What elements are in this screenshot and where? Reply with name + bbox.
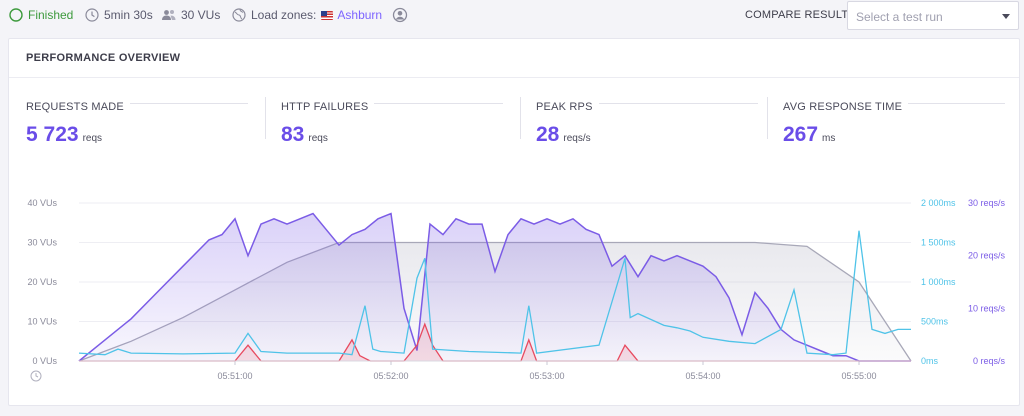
metric-divider [281, 103, 503, 104]
y-right-rps-tick-label: 20 reqs/s [968, 251, 1006, 261]
compare-select-placeholder: Select a test run [856, 10, 943, 24]
rps-line [78, 212, 911, 362]
y-left-tick-label: 30 VUs [27, 238, 57, 248]
time-axis-clock-icon [30, 370, 42, 382]
chevron-down-icon [1002, 14, 1010, 19]
status-finished: Finished [8, 7, 73, 23]
y-right-ms-tick-label: 1 000ms [921, 277, 956, 287]
metric-value-row: 28 reqs/s [536, 123, 758, 147]
users-icon [161, 7, 177, 23]
y-right-ms-tick-label: 500ms [921, 317, 949, 327]
x-tick-label: 05:54:00 [685, 371, 720, 381]
metric-unit: reqs/s [563, 133, 591, 144]
metric-separator [767, 97, 768, 139]
y-right-ms-tick-label: 0ms [921, 356, 939, 366]
metric-label: AVG RESPONSE TIME [783, 101, 909, 113]
y-left-tick-label: 40 VUs [27, 198, 57, 208]
run-status-bar: Finished 5min 30s 30 VUs Load zones: Ash… [0, 0, 1024, 32]
status-text: Finished [28, 8, 74, 22]
rps-area [79, 213, 911, 361]
us-flag-icon [321, 10, 334, 20]
metric-divider [26, 103, 248, 104]
vus-text: 30 VUs [181, 8, 221, 22]
metric-value: 28 [536, 123, 560, 146]
metric-separator [265, 97, 266, 139]
y-right-rps-tick-label: 30 reqs/s [968, 198, 1006, 208]
metric-value-row: 83 reqs [281, 123, 503, 147]
x-tick-label: 05:52:00 [373, 371, 408, 381]
y-right-ms-tick-label: 1 500ms [921, 238, 956, 248]
user-avatar-icon[interactable] [392, 7, 408, 23]
panel-title: PERFORMANCE OVERVIEW [26, 52, 181, 64]
metric-value: 267 [783, 123, 819, 146]
status-load-zones: Load zones: Ashburn [231, 7, 382, 23]
metric-unit: reqs [82, 133, 103, 144]
panel-divider [9, 77, 1019, 78]
clock-icon [84, 7, 100, 23]
metric-value-row: 267 ms [783, 123, 1005, 147]
metric-unit: reqs [308, 133, 328, 144]
x-tick-label: 05:53:00 [529, 371, 564, 381]
response-time-line [78, 230, 911, 356]
x-tick-label: 05:55:00 [841, 371, 876, 381]
metric-label: HTTP FAILURES [281, 101, 375, 113]
metric-avg-response-time: AVG RESPONSE TIME 267 ms [783, 97, 1005, 147]
status-vus: 30 VUs [161, 7, 220, 23]
y-left-tick-label: 20 VUs [27, 277, 57, 287]
x-tick-label: 05:51:00 [217, 371, 252, 381]
performance-chart[interactable]: 0 VUs 10 VUs 20 VUs 30 VUs 40 VUs 0ms 500ms 1 0… [9, 39, 1019, 405]
load-zone-link[interactable]: Ashburn [337, 8, 383, 22]
metric-label: PEAK RPS [536, 101, 599, 113]
performance-overview-panel: PERFORMANCE OVERVIEW REQUESTS MADE 5 723… [8, 38, 1020, 406]
metric-label: REQUESTS MADE [26, 101, 130, 113]
metric-peak-rps: PEAK RPS 28 reqs/s [536, 97, 758, 147]
metric-separator [520, 97, 521, 139]
duration-text: 5min 30s [104, 8, 153, 22]
metric-http-failures: HTTP FAILURES 83 reqs [281, 97, 503, 147]
y-right-rps-tick-label: 10 reqs/s [968, 303, 1006, 313]
globe-icon [231, 7, 247, 23]
metric-value-row: 5 723 reqs [26, 123, 248, 147]
compare-result-label: COMPARE RESULT [745, 9, 849, 21]
status-duration: 5min 30s [84, 7, 153, 23]
metric-value: 83 [281, 123, 305, 146]
y-right-ms-tick-label: 2 000ms [921, 198, 956, 208]
metric-requests-made: REQUESTS MADE 5 723 reqs [26, 97, 248, 147]
load-zones-label: Load zones: [251, 8, 317, 22]
metric-divider [536, 103, 758, 104]
metric-value: 5 723 [26, 123, 79, 146]
y-left-tick-label: 10 VUs [27, 317, 57, 327]
metric-unit: ms [822, 133, 836, 144]
compare-test-run-select[interactable]: Select a test run [847, 1, 1019, 30]
y-left-tick-label: 0 VUs [32, 356, 57, 366]
y-right-rps-tick-label: 0 reqs/s [973, 356, 1006, 366]
check-circle-icon [8, 7, 24, 23]
